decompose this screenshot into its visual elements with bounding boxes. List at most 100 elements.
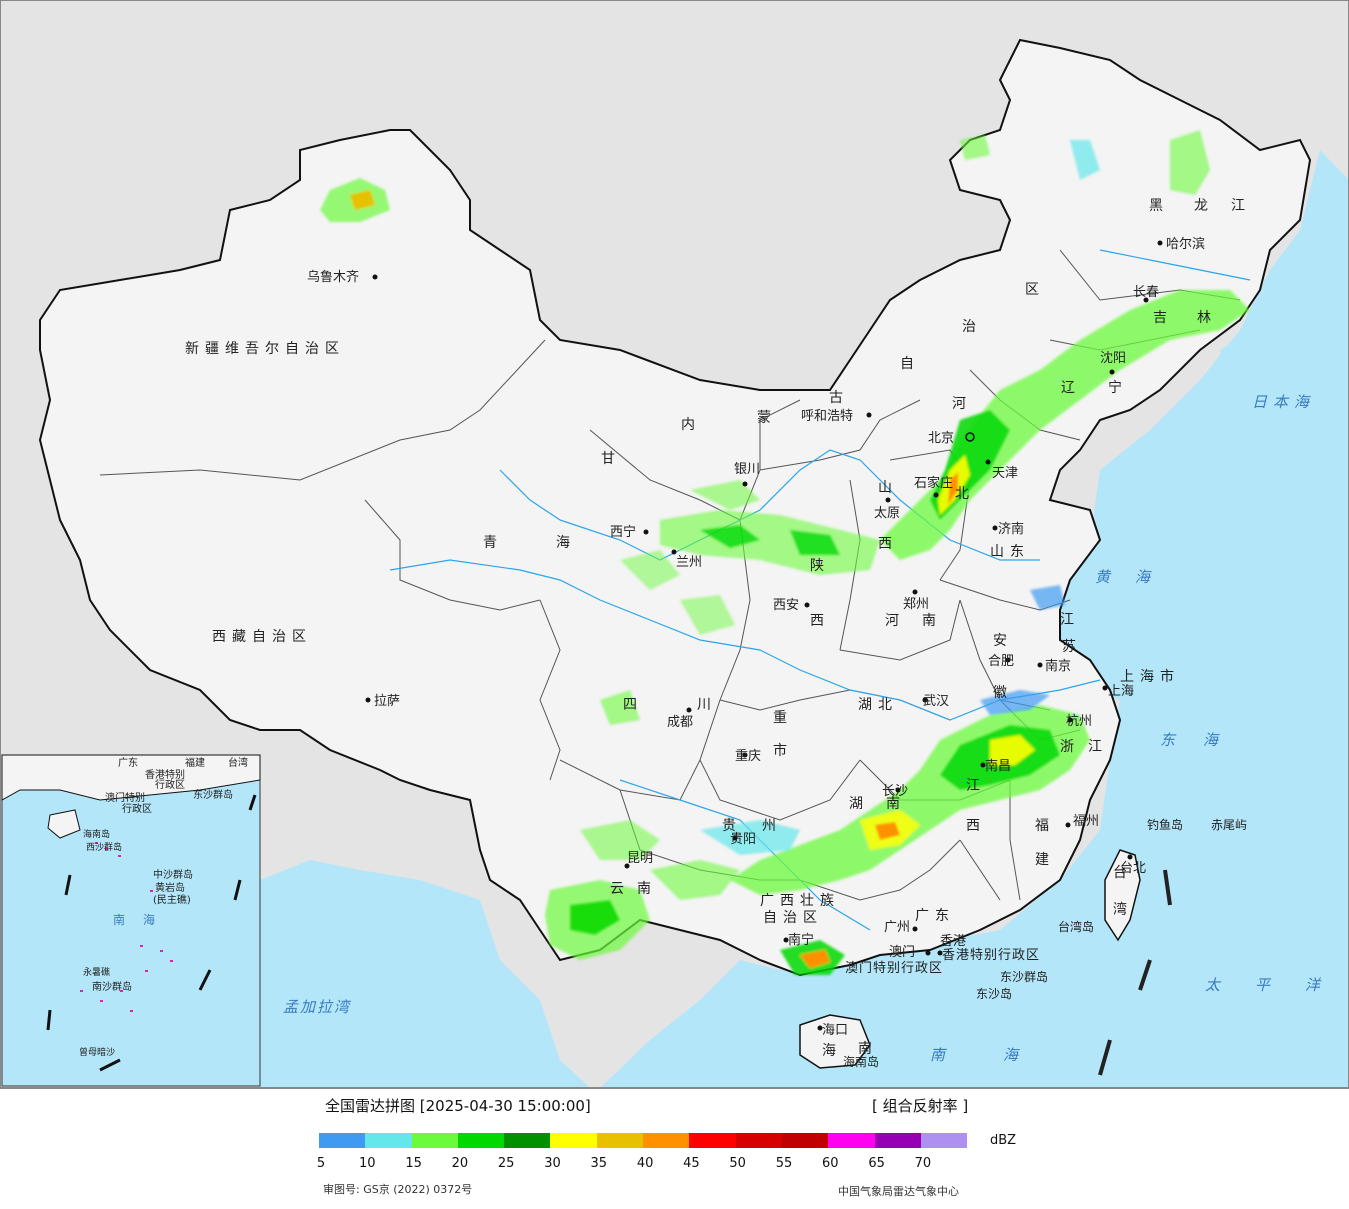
map-approval-number: 审图号: GS京 (2022) 0372号: [323, 1183, 473, 1196]
label-japan-sea: 日本海: [1252, 393, 1315, 411]
label-shandong: 山东: [990, 544, 1030, 560]
color-swatch: [411, 1133, 458, 1148]
scale-tick-label: 30: [544, 1156, 561, 1171]
sea-area: [600, 150, 1349, 1088]
radar-echoes: [320, 130, 1250, 975]
label-xizang: 西藏自治区: [212, 629, 312, 645]
inset-label-dongsha: 东沙群岛: [193, 788, 233, 801]
scale-tick-label: 65: [868, 1156, 885, 1171]
inset-label-sea-2: 海: [143, 912, 155, 927]
sea-area-japan: [1220, 290, 1349, 520]
label-jilin-1: 吉: [1153, 310, 1173, 326]
scale-tick-label: 10: [359, 1156, 376, 1171]
inset-label-hainan: 海南岛: [83, 828, 110, 840]
label-jinan: 济南: [998, 521, 1024, 537]
label-hohhot: 呼和浩特: [801, 409, 853, 424]
color-swatch: [643, 1133, 690, 1148]
label-east-sea-1: 东: [1160, 731, 1181, 749]
label-jiangsu-2: 苏: [1062, 639, 1082, 655]
label-jiangxi-2: 西: [966, 818, 986, 834]
label-harbin: 哈尔滨: [1166, 236, 1205, 252]
color-swatch: [319, 1133, 366, 1148]
scale-tick-label: 20: [451, 1156, 469, 1171]
label-chiwei: 赤尾屿: [1211, 818, 1247, 832]
color-scale-bar: [319, 1133, 968, 1148]
inset-label-zhongsha: 中沙群岛: [153, 868, 193, 881]
label-wuhan: 武汉: [923, 694, 949, 709]
label-guangxi-2: 自治区: [763, 910, 823, 926]
scale-tick-label: 70: [914, 1156, 932, 1171]
label-heilongjiang-1: 黑: [1149, 198, 1169, 214]
label-heilongjiang-3: 江: [1231, 198, 1251, 214]
taiwan-island: [1104, 849, 1141, 942]
label-guizhou-1: 贵: [722, 818, 742, 834]
label-chongqing-city: 重庆: [735, 748, 761, 764]
label-kunming: 昆明: [627, 851, 653, 866]
inset-label-hk-2: 行政区: [155, 778, 185, 791]
label-shaanxi-1: 陕: [810, 558, 830, 574]
color-swatch: [365, 1133, 412, 1148]
label-yunnan-1: 云: [610, 881, 630, 897]
label-zhengzhou: 郑州: [903, 597, 929, 612]
label-neimeng-4: 自: [900, 356, 920, 372]
scale-tick-label: 40: [636, 1156, 654, 1171]
legend-product-name: [ 组合反射率 ]: [872, 1097, 969, 1115]
label-hebei-1: 河: [952, 396, 972, 412]
label-shanxi-1: 山: [878, 480, 898, 496]
label-haikou: 海口: [822, 1023, 848, 1038]
scale-tick-label: 55: [775, 1156, 793, 1171]
label-chongqing-3: 市: [773, 742, 793, 759]
label-hainan-island: 海南岛: [843, 1054, 879, 1069]
label-yunnan-2: 南: [637, 881, 657, 897]
label-hubei: 湖北: [858, 697, 898, 713]
label-liaoning-2: 宁: [1108, 379, 1128, 396]
label-urumqi: 乌鲁木齐: [307, 269, 359, 285]
label-qinghai-1: 青: [483, 535, 503, 551]
scale-tick-label: 50: [729, 1156, 746, 1171]
label-taiyuan: 太原: [874, 506, 900, 521]
label-chongqing-1: 重: [773, 710, 793, 726]
color-swatch: [920, 1133, 968, 1148]
label-guiyang: 贵阳: [730, 832, 756, 847]
label-xinjiang: 新疆维吾尔自治区: [185, 341, 345, 357]
radar-map: 新疆维吾尔自治区 西藏自治区 青 海 甘 内 蒙 古 自 治 区 黑 龙 江 吉…: [0, 0, 1349, 1088]
inset-label-zengmu: 曾母暗沙: [79, 1046, 115, 1058]
label-neimeng-2: 蒙: [757, 410, 777, 426]
label-fuzhou: 福州: [1073, 814, 1099, 829]
label-henan-1: 河: [885, 613, 905, 629]
color-swatch: [781, 1133, 829, 1148]
label-hefei: 合肥: [988, 654, 1014, 669]
label-bengal-bay: 孟加拉湾: [283, 998, 352, 1016]
label-chengdu: 成都: [667, 715, 693, 730]
label-tianjin-city: 天津: [992, 466, 1018, 481]
inset-label-yongshu: 永暑礁: [83, 966, 110, 978]
legend-unit: dBZ: [990, 1133, 1017, 1148]
inset-label-hk: 香港特别: [145, 769, 185, 781]
label-guangdong: 广东: [915, 908, 955, 924]
label-guangxi-1: 广西壮族: [760, 893, 840, 909]
label-fujian-1: 福: [1035, 818, 1055, 834]
label-taiwan-island: 台湾岛: [1058, 919, 1094, 934]
label-jiangsu-1: 江: [1060, 612, 1080, 628]
label-shanghai-city: 上海: [1108, 684, 1134, 699]
scale-tick-label: 35: [590, 1156, 608, 1171]
label-neimeng-1: 内: [681, 417, 701, 433]
label-lanzhou: 兰州: [676, 555, 702, 570]
label-hunan-2: 南: [886, 796, 906, 812]
south-china-sea-inset: 广东 福建 台湾 香港特别 行政区 澳门特别 行政区 东沙群岛 海南岛 西沙群岛…: [1, 754, 261, 1087]
label-hangzhou: 杭州: [1066, 714, 1092, 729]
label-shaanxi-2: 西: [810, 613, 830, 629]
inset-label-nansha: 南沙群岛: [92, 980, 132, 993]
label-nanchang: 南昌: [985, 758, 1011, 774]
label-neimeng-3: 古: [829, 390, 849, 406]
label-qinghai-2: 海: [556, 535, 576, 551]
inset-label-xisha: 西沙群岛: [86, 841, 122, 853]
label-south-sea-1: 南: [930, 1046, 951, 1064]
label-henan-2: 南: [922, 613, 942, 629]
color-swatch: [457, 1133, 505, 1148]
label-sichuan-2: 川: [697, 697, 717, 713]
inset-label-macao: 澳门特别: [105, 791, 145, 804]
label-xining: 西宁: [610, 524, 636, 540]
label-beijing: 北京: [928, 431, 954, 446]
